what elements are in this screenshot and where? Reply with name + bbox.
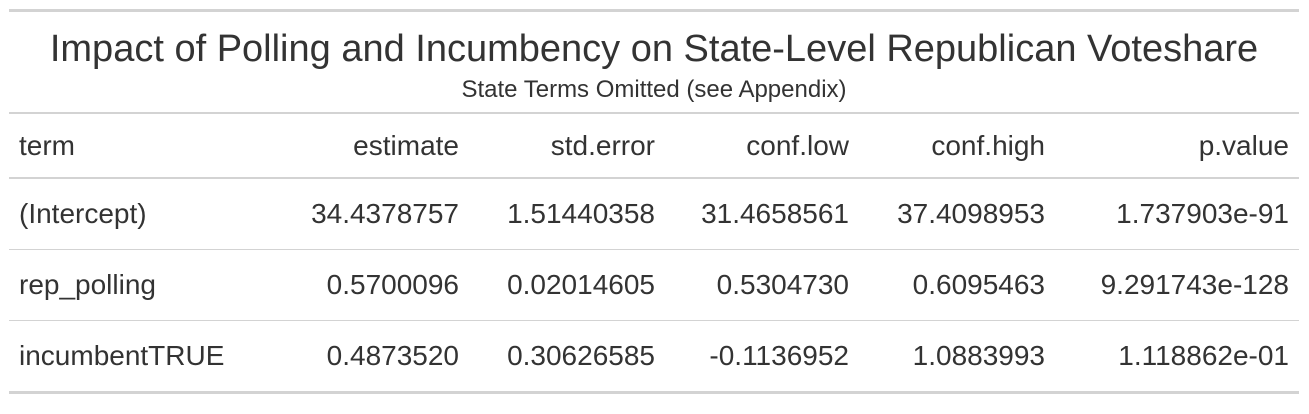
cell-term: rep_polling: [9, 249, 271, 321]
table-subtitle: State Terms Omitted (see Appendix): [9, 75, 1299, 114]
coefficient-table: term estimate std.error conf.low conf.hi…: [9, 114, 1299, 394]
cell-conf-low: -0.1136952: [665, 320, 859, 394]
header-row: term estimate std.error conf.low conf.hi…: [9, 114, 1299, 179]
column-header-estimate: estimate: [271, 114, 469, 179]
table-row: (Intercept) 34.4378757 1.51440358 31.465…: [9, 178, 1299, 250]
column-header-conf-low: conf.low: [665, 114, 859, 179]
column-header-conf-high: conf.high: [859, 114, 1055, 179]
cell-p-value: 9.291743e-128: [1055, 249, 1299, 321]
regression-table: Impact of Polling and Incumbency on Stat…: [9, 9, 1299, 394]
cell-conf-high: 1.0883993: [859, 320, 1055, 394]
column-header-term: term: [9, 114, 271, 179]
cell-estimate: 0.4873520: [271, 320, 469, 394]
cell-estimate: 0.5700096: [271, 249, 469, 321]
cell-conf-low: 31.4658561: [665, 178, 859, 250]
cell-p-value: 1.118862e-01: [1055, 320, 1299, 394]
table-row: incumbentTRUE 0.4873520 0.30626585 -0.11…: [9, 320, 1299, 394]
cell-std-error: 0.30626585: [469, 320, 665, 394]
table-row: rep_polling 0.5700096 0.02014605 0.53047…: [9, 249, 1299, 321]
cell-conf-high: 0.6095463: [859, 249, 1055, 321]
column-header-std-error: std.error: [469, 114, 665, 179]
cell-term: (Intercept): [9, 178, 271, 250]
cell-term: incumbentTRUE: [9, 320, 271, 394]
table-title: Impact of Polling and Incumbency on Stat…: [49, 28, 1259, 70]
cell-p-value: 1.737903e-91: [1055, 178, 1299, 250]
cell-std-error: 1.51440358: [469, 178, 665, 250]
cell-conf-low: 0.5304730: [665, 249, 859, 321]
cell-estimate: 34.4378757: [271, 178, 469, 250]
cell-conf-high: 37.4098953: [859, 178, 1055, 250]
cell-std-error: 0.02014605: [469, 249, 665, 321]
column-header-p-value: p.value: [1055, 114, 1299, 179]
